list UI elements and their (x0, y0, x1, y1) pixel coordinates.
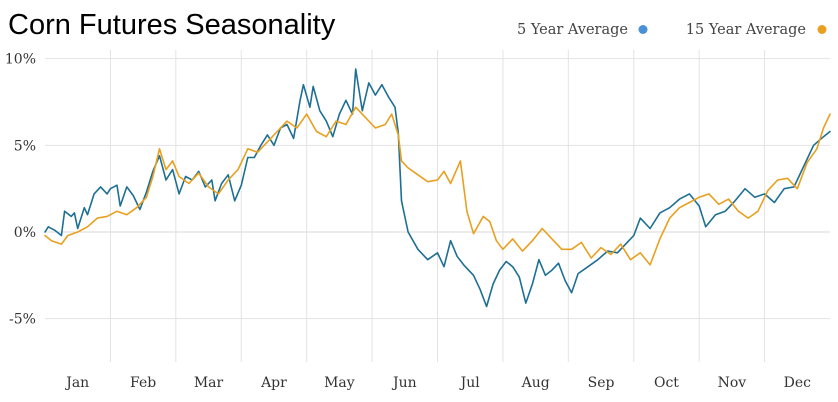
legend-label-5yr: 5 Year Average (517, 22, 628, 38)
x-tick-label-mar: Mar (194, 375, 224, 391)
x-tick-label-may: May (324, 375, 355, 391)
x-axis-month-labels: Jan Feb Mar Apr May Jun Jul Aug Sep Oct Nov Dec (64, 375, 811, 391)
x-tick-label-oct: Oct (654, 375, 679, 391)
x-gridlines (109, 50, 766, 362)
x-tick-label-feb: Feb (130, 375, 156, 391)
y-tick-label: 0% (14, 225, 36, 241)
legend: 5 Year Average 15 Year Average (517, 22, 827, 38)
x-tick-label-sep: Sep (588, 375, 615, 391)
series-line-15-year-average (44, 106, 831, 266)
x-tick-label-jan: Jan (64, 375, 89, 391)
y-tick-label: -5% (9, 312, 36, 328)
y-tick-label: 10% (5, 52, 36, 68)
chart-title: Corn Futures Seasonality (8, 9, 336, 41)
series-line-5-year-average (44, 68, 831, 308)
x-tick-label-apr: Apr (260, 375, 287, 391)
legend-marker-5yr (638, 25, 648, 34)
x-tick-label-nov: Nov (718, 375, 747, 391)
x-tick-label-jun: Jun (391, 375, 417, 391)
legend-marker-15yr (817, 25, 827, 34)
series-lines (44, 68, 831, 308)
legend-label-15yr: 15 Year Average (686, 22, 806, 38)
y-axis-tick-labels: 10% 5% 0% -5% (5, 52, 36, 328)
x-tick-label-jul: Jul (459, 375, 481, 391)
y-tick-label: 5% (14, 138, 36, 154)
x-tick-label-aug: Aug (521, 375, 550, 391)
x-tick-label-dec: Dec (784, 375, 812, 391)
